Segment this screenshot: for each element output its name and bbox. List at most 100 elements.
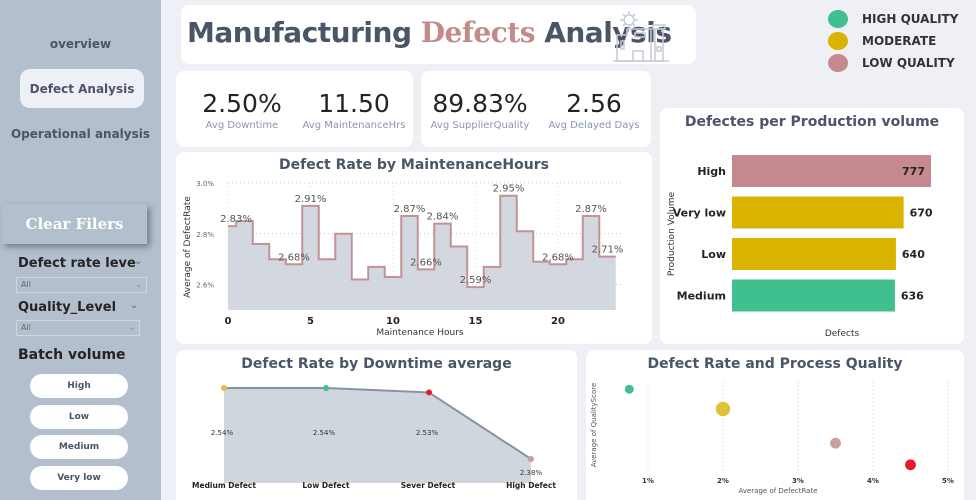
quality-chart-card: Defect Rate and Process Quality Average …: [586, 350, 964, 500]
category-label: High: [697, 165, 726, 178]
legend-dot: [828, 32, 848, 50]
chart-title: Defect Rate by Downtime average: [241, 356, 512, 372]
batch-option-medium[interactable]: Medium: [30, 435, 128, 459]
scatter-point: [905, 459, 916, 471]
x-tick-label: 20: [551, 316, 565, 327]
legend-dot: [828, 10, 848, 28]
x-tick-label: 15: [469, 316, 483, 327]
batch-option-very-low[interactable]: Very low: [30, 466, 128, 490]
volume-bar-chart: Production Volume Defects High 777 Very lo…: [667, 155, 933, 339]
kpi-avg-supplier-quality: 89.83% Avg SupplierQuality: [423, 89, 537, 131]
category-label: Medium Defect: [192, 481, 256, 490]
page-title: Manufacturing Defects Analysis: [187, 16, 672, 49]
category-label: Low: [701, 248, 726, 261]
data-label: 2.53%: [416, 429, 439, 437]
downtime-line-chart: 2.54% Medium Defect 2.54% Low Defect 2.53% Se…: [192, 385, 556, 490]
x-tick-label: 5: [307, 316, 314, 327]
data-label: 2.38%: [520, 469, 543, 477]
value-label: 670: [910, 207, 933, 220]
chevron-down-icon[interactable]: ⌄: [130, 300, 139, 311]
kpi-value: 2.50%: [202, 89, 282, 118]
area-fill: [224, 388, 531, 483]
quality-legend: HIGH QUALITY MODERATE LOW QUALITY: [828, 8, 958, 74]
slicer-title-quality-level: Quality_Level: [18, 300, 117, 315]
x-tick-label: 5%: [942, 477, 954, 485]
data-point: [528, 456, 534, 462]
x-tick-label: 10: [386, 316, 400, 327]
clear-filters-button[interactable]: Clear Filers: [2, 204, 147, 244]
chevron-down-icon[interactable]: ⌄: [134, 256, 143, 267]
legend-label: MODERATE: [862, 34, 937, 48]
chart-title: Defect Rate and Process Quality: [647, 356, 903, 372]
data-label: 2.71%: [592, 245, 624, 256]
kpi-avg-downtime: 2.50% Avg Downtime: [188, 89, 296, 131]
data-label: 2.91%: [295, 194, 327, 205]
legend-dot: [828, 54, 848, 72]
line: [224, 387, 532, 460]
x-tick-label: 2%: [717, 477, 729, 485]
dropdown-value: All: [21, 323, 31, 332]
y-axis-label: Average of DefectRate: [183, 196, 193, 298]
scatter-point: [830, 437, 841, 449]
title-card: Manufacturing Defects Analysis: [181, 5, 696, 64]
data-label: 2.66%: [410, 257, 442, 268]
legend-label: LOW QUALITY: [862, 56, 955, 70]
data-label: 2.87%: [394, 204, 426, 215]
kpi-avg-delayed-days: 2.56 Avg Delayed Days: [539, 89, 649, 131]
scatter-point: [715, 401, 731, 417]
maintenance-step-chart: Average of DefectRate Maintenance Hours …: [183, 180, 624, 338]
data-label: 2.95%: [493, 184, 525, 195]
data-label: 2.54%: [313, 429, 336, 437]
legend-item-low-quality: LOW QUALITY: [828, 52, 958, 74]
data-label: 2.87%: [575, 204, 607, 215]
data-point: [426, 389, 432, 396]
y-axis-label: Production Volume: [667, 191, 677, 276]
kpi-card-1: 2.50% Avg Downtime 11.50 Avg Maintenance…: [176, 71, 413, 147]
nav-overview[interactable]: overview: [49, 37, 112, 51]
scatter-point: [624, 384, 634, 394]
data-label: 2.59%: [460, 275, 492, 286]
nav-defect-analysis[interactable]: Defect Analysis: [20, 69, 144, 108]
kpi-value: 11.50: [318, 89, 390, 118]
kpi-value: 2.56: [566, 89, 622, 118]
quality-level-dropdown[interactable]: All ⌄: [16, 320, 140, 336]
chevron-down-icon: ⌄: [128, 323, 135, 332]
factory-icon: [613, 11, 669, 62]
data-label: 2.83%: [220, 214, 252, 225]
x-axis-label: Maintenance Hours: [376, 328, 463, 338]
y-axis-label: Average of QualityScore: [590, 383, 598, 468]
dropdown-value: All: [21, 280, 31, 289]
y-tick-label: 2.6%: [196, 282, 214, 290]
value-label: 640: [902, 248, 925, 261]
x-tick-label: 4%: [867, 477, 879, 485]
bar: [732, 196, 904, 229]
kpi-value: 89.83%: [432, 89, 528, 118]
x-tick-label: 0: [225, 316, 232, 327]
batch-option-high[interactable]: High: [30, 374, 128, 398]
category-label: Very low: [673, 207, 726, 220]
data-point: [221, 385, 227, 391]
kpi-avg-maintenance: 11.50 Avg MaintenanceHrs: [296, 89, 412, 131]
value-label: 636: [901, 290, 924, 303]
chart-title: Defect Rate by MaintenanceHours: [279, 157, 549, 173]
category-label: Medium: [677, 290, 726, 303]
batch-option-low[interactable]: Low: [30, 405, 128, 429]
nav-operational-analysis[interactable]: Operational analysis: [10, 127, 151, 141]
maintenance-chart-card: Defect Rate by MaintenanceHours Average …: [176, 152, 652, 344]
category-label: Low Defect: [302, 481, 350, 490]
bar: [732, 238, 896, 270]
y-tick-label: 3.0%: [196, 180, 214, 188]
downtime-chart-card: Defect Rate by Downtime average 2.54% Med…: [176, 350, 577, 500]
kpi-card-2: 89.83% Avg SupplierQuality 2.56 Avg Dela…: [421, 71, 651, 147]
data-label: 2.68%: [542, 252, 574, 263]
legend-label: HIGH QUALITY: [862, 12, 959, 26]
x-axis-label: Defects: [825, 329, 860, 339]
sidebar: overview Defect Analysis Operational ana…: [0, 0, 161, 500]
bar: [732, 155, 931, 187]
step-line: [228, 194, 616, 289]
data-point: [323, 385, 329, 391]
defect-rate-dropdown[interactable]: All ⌄: [16, 277, 147, 293]
chart-title: Defectes per Production volume: [684, 114, 940, 130]
data-label: 2.54%: [211, 429, 234, 437]
legend-item-high-quality: HIGH QUALITY: [828, 8, 958, 30]
